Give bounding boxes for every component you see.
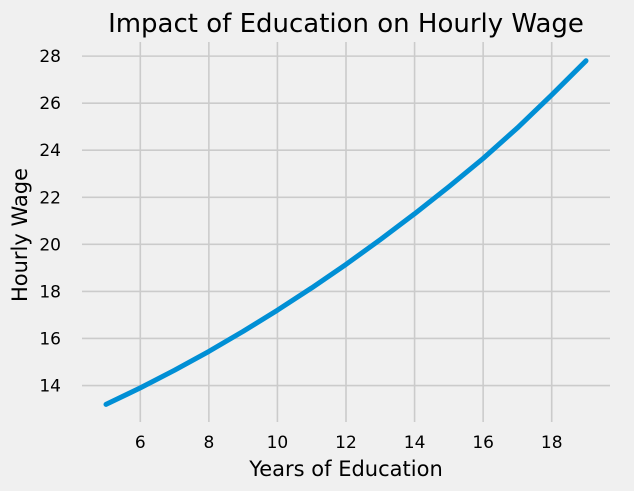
y-tick-label: 22: [39, 188, 61, 208]
series-line-0: [103, 58, 589, 407]
series-group: [103, 58, 589, 407]
x-tick-label: 10: [267, 433, 289, 453]
x-tick-label: 6: [135, 433, 146, 453]
y-tick-labels: 14 16 18 20 22 24 26 28: [39, 47, 61, 396]
y-tick-label: 26: [39, 94, 61, 114]
x-tick-label: 16: [472, 433, 494, 453]
x-tick-label: 18: [541, 433, 563, 453]
x-tick-labels: 6 8 10 12 14 16 18: [135, 433, 563, 453]
y-tick-label: 20: [39, 235, 61, 255]
y-tick-label: 16: [39, 329, 61, 349]
y-tick-label: 14: [39, 377, 61, 397]
y-tick-label: 18: [39, 282, 61, 302]
y-tick-label: 28: [39, 47, 61, 67]
x-tick-label: 12: [335, 433, 357, 453]
grid-lines: [82, 42, 610, 422]
y-axis-label: Hourly Wage: [8, 168, 32, 302]
x-axis-label: Years of Education: [248, 457, 443, 481]
y-tick-label: 24: [39, 141, 61, 161]
chart-title: Impact of Education on Hourly Wage: [108, 9, 584, 39]
x-tick-label: 8: [203, 433, 214, 453]
x-tick-label: 14: [404, 433, 426, 453]
